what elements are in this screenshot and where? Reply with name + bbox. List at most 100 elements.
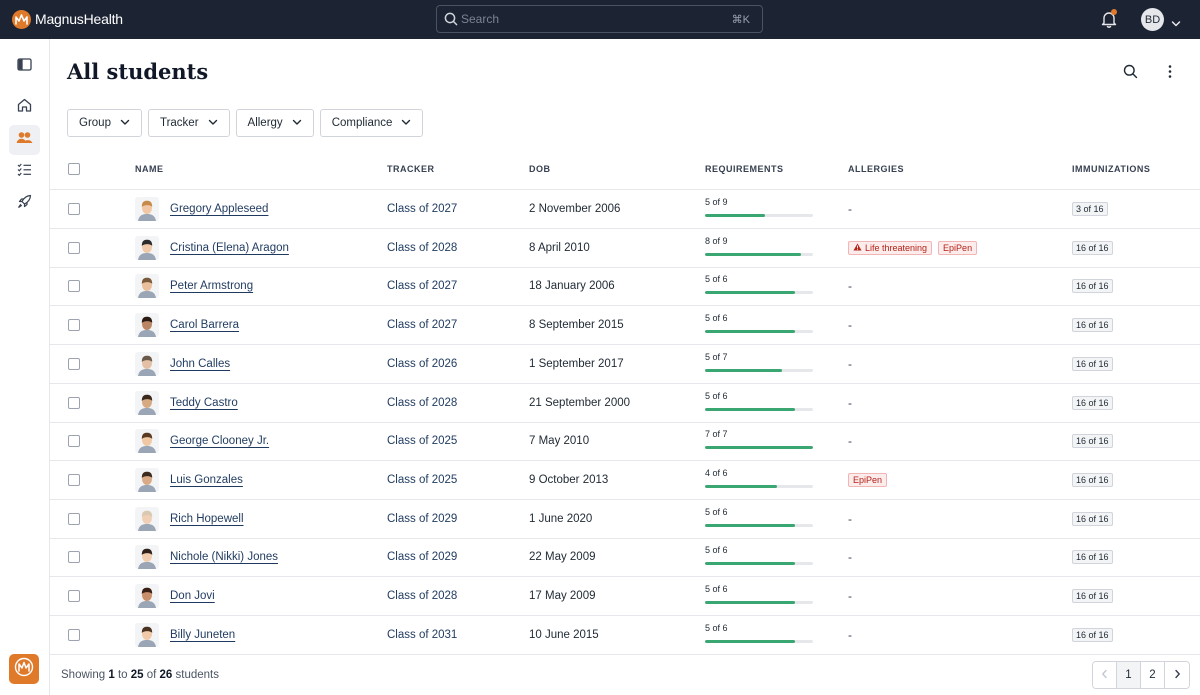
- search-shortcut: ⌘K: [731, 14, 750, 26]
- student-name-link[interactable]: Don Jovi: [170, 590, 215, 602]
- student-avatar: [135, 622, 159, 647]
- table-row[interactable]: Teddy Castro Class of 2028 21 September 20…: [50, 384, 1200, 423]
- previous-page-button[interactable]: [1093, 662, 1117, 688]
- student-name-link[interactable]: Teddy Castro: [170, 396, 238, 409]
- row-checkbox[interactable]: [68, 628, 80, 641]
- student-avatar: [135, 506, 159, 531]
- student-name-link[interactable]: Gregory Appleseed: [170, 203, 269, 215]
- student-tracker[interactable]: Class of 2028: [387, 590, 458, 602]
- student-avatar: [135, 351, 159, 376]
- student-name-link[interactable]: Carol Barrera: [170, 319, 240, 332]
- row-checkbox[interactable]: [68, 396, 80, 409]
- column-header-tracker[interactable]: TRACKER: [387, 164, 435, 174]
- more-options-icon[interactable]: [1166, 64, 1174, 84]
- sidebar-toggle-button[interactable]: [9, 52, 40, 82]
- row-checkbox[interactable]: [68, 551, 80, 564]
- allergy-badge: EpiPen: [938, 240, 978, 255]
- row-checkbox[interactable]: [68, 203, 80, 215]
- allergies-none: -: [848, 434, 852, 449]
- column-header-dob[interactable]: DOB: [529, 164, 551, 174]
- student-name-link[interactable]: Luis Gonzales: [170, 473, 243, 486]
- student-name-link[interactable]: Peter Armstrong: [170, 280, 254, 293]
- row-checkbox[interactable]: [68, 241, 80, 254]
- search-icon[interactable]: [1123, 64, 1138, 84]
- student-name-link[interactable]: Rich Hopewell: [170, 512, 244, 525]
- column-header-requirements[interactable]: REQUIREMENTS: [705, 164, 784, 174]
- table-row[interactable]: Cristina (Elena) Aragon Class of 2028 8 Ap…: [50, 229, 1200, 268]
- allergies-none: -: [848, 356, 852, 371]
- student-name-link[interactable]: John Calles: [170, 357, 231, 370]
- next-page-button[interactable]: [1165, 662, 1189, 688]
- student-tracker[interactable]: Class of 2027: [387, 203, 458, 215]
- allergy-tags: EpiPen: [848, 472, 888, 487]
- student-name-link[interactable]: George Clooney Jr.: [170, 435, 270, 448]
- immunizations-badge: 16 of 16: [1072, 434, 1113, 449]
- table-row[interactable]: John Calles Class of 2026 1 September 2017…: [50, 345, 1200, 384]
- requirements-count: 5 of 6: [705, 390, 728, 401]
- table-row[interactable]: Billy Juneten Class of 2031 10 June 2015 5 …: [50, 616, 1200, 655]
- sidebar-item-launch[interactable]: [9, 189, 40, 219]
- student-tracker[interactable]: Class of 2026: [387, 357, 458, 370]
- summary-prefix: Showing: [61, 669, 106, 681]
- student-tracker[interactable]: Class of 2031: [387, 628, 458, 641]
- row-checkbox[interactable]: [68, 319, 80, 332]
- summary-suffix: students: [175, 669, 220, 681]
- student-tracker[interactable]: Class of 2025: [387, 435, 458, 448]
- student-tracker[interactable]: Class of 2029: [387, 551, 458, 564]
- row-checkbox[interactable]: [68, 590, 80, 602]
- table-row[interactable]: Peter Armstrong Class of 2027 18 January 2…: [50, 267, 1200, 307]
- immunizations-badge: 16 of 16: [1072, 589, 1113, 603]
- student-name-link[interactable]: Billy Juneten: [170, 628, 236, 641]
- column-header-immunizations[interactable]: IMMUNIZATIONS: [1072, 164, 1151, 174]
- column-header-allergies[interactable]: ALLERGIES: [848, 164, 905, 174]
- table-row[interactable]: Gregory Appleseed Class of 2027 2 November…: [50, 190, 1200, 229]
- table-header: NAME TRACKER DOB REQUIREMENTS ALLERGIES …: [50, 150, 1200, 190]
- row-checkbox[interactable]: [68, 435, 80, 448]
- requirements-progress-fill: [705, 484, 777, 488]
- student-tracker[interactable]: Class of 2027: [387, 319, 458, 332]
- filter-tracker-button[interactable]: Tracker: [147, 109, 230, 137]
- student-tracker[interactable]: Class of 2028: [387, 241, 458, 254]
- table-row[interactable]: George Clooney Jr. Class of 2025 7 May 201…: [50, 422, 1200, 462]
- requirements-count: 5 of 6: [705, 506, 728, 517]
- row-checkbox[interactable]: [68, 280, 80, 293]
- column-header-name[interactable]: NAME: [135, 164, 164, 174]
- immunizations-badge: 16 of 16: [1072, 395, 1113, 410]
- filter-allergy-button[interactable]: Allergy: [235, 109, 314, 137]
- table-row[interactable]: Rich Hopewell Class of 2029 1 June 2020 5 o…: [50, 500, 1200, 539]
- table-row[interactable]: Carol Barrera Class of 2027 8 September 20…: [50, 306, 1200, 346]
- filter-group-button[interactable]: Group: [67, 109, 142, 137]
- sidebar-item-tasks[interactable]: [9, 157, 40, 187]
- row-checkbox[interactable]: [68, 512, 80, 525]
- allergy-badge: Life threatening: [848, 240, 933, 255]
- student-tracker[interactable]: Class of 2025: [387, 473, 458, 486]
- search-input[interactable]: [461, 10, 731, 28]
- select-all-checkbox[interactable]: [68, 163, 80, 175]
- student-avatar: [135, 235, 159, 260]
- page-2-button[interactable]: 2: [1141, 662, 1165, 688]
- student-name-link[interactable]: Cristina (Elena) Aragon: [170, 241, 289, 254]
- table-row[interactable]: Luis Gonzales Class of 2025 9 October 2013…: [50, 461, 1200, 500]
- allergy-badge-label: EpiPen: [943, 242, 973, 253]
- student-dob: 8 April 2010: [529, 241, 590, 254]
- student-tracker[interactable]: Class of 2028: [387, 396, 458, 409]
- row-checkbox[interactable]: [68, 357, 80, 370]
- requirements-progress-bar: [705, 639, 813, 643]
- user-avatar[interactable]: BD: [1141, 8, 1164, 31]
- sidebar-item-students[interactable]: [9, 125, 40, 155]
- brand-logo[interactable]: MagnusHealth: [12, 9, 123, 29]
- student-avatar: [135, 584, 159, 608]
- sidebar-item-home[interactable]: [9, 92, 40, 122]
- student-tracker[interactable]: Class of 2027: [387, 280, 458, 293]
- magnus-app-button[interactable]: [9, 654, 39, 684]
- page-1-button[interactable]: 1: [1117, 662, 1141, 688]
- student-tracker[interactable]: Class of 2029: [387, 512, 458, 525]
- global-search[interactable]: ⌘K: [436, 5, 763, 33]
- filter-compliance-button[interactable]: Compliance: [319, 109, 424, 137]
- row-checkbox[interactable]: [68, 473, 80, 486]
- student-avatar: [135, 390, 159, 415]
- chevron-down-icon[interactable]: [1171, 15, 1181, 33]
- student-name-link[interactable]: Nichole (Nikki) Jones: [170, 551, 279, 564]
- table-row[interactable]: Don Jovi Class of 2028 17 May 2009 5 of 6 - 1…: [50, 577, 1200, 616]
- table-row[interactable]: Nichole (Nikki) Jones Class of 2029 22 May…: [50, 538, 1200, 578]
